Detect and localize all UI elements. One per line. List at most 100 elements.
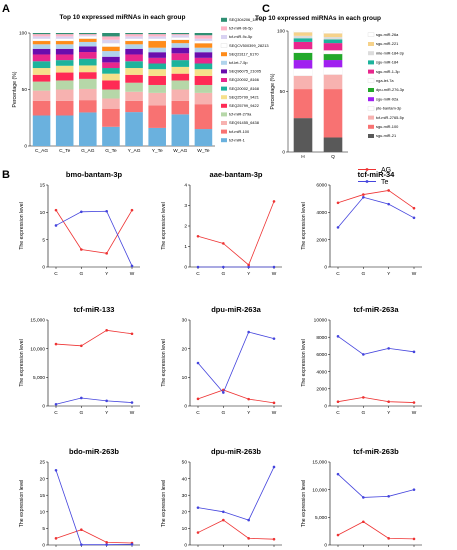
data-point-te-c	[196, 265, 200, 269]
data-point-ag-y	[105, 541, 108, 544]
y-tick-label: 2000	[316, 237, 327, 243]
bar-segment-g-ag-seq91455-6438	[79, 88, 97, 101]
bar-segment-w-ag-seq20002-8166	[171, 53, 190, 61]
legend-swatch-seq91455-6438	[221, 121, 227, 125]
x-tick-label: H	[301, 154, 305, 160]
x-tick-label: Y	[387, 410, 391, 416]
data-point-te-y	[247, 330, 250, 334]
line-chart-aae-bantam-3p: aae-bantam-3p The expression level 0 1 2 3 4 C G…	[161, 170, 282, 277]
y-tick-label: 3	[184, 203, 187, 209]
x-tick-label: W	[272, 271, 277, 277]
legend-swatch-tcf-mir-1	[221, 138, 227, 143]
line-chart-bmo-bantam-3p: bmo-bantam-3p The expression level 0 5 10 15 C…	[19, 170, 140, 277]
series-line-ag	[337, 521, 415, 540]
bar-segment-w-ag-tcf-let-7-5p	[171, 43, 190, 48]
data-point-ag-c	[54, 208, 58, 212]
bar-segment-y-te-seq25799-9421	[148, 69, 166, 76]
data-point-te-c	[196, 361, 200, 365]
bar-segment-g-ag-tcf-mir-1	[79, 112, 97, 146]
y-tick-label: 4000	[316, 210, 327, 216]
bar-segment-y-ag-seq23117-6170	[125, 40, 143, 45]
data-point-ag-g	[80, 528, 83, 532]
series-line-te	[55, 397, 133, 405]
bar-segment-y-te-seq20002-8166	[148, 57, 166, 64]
data-point-ag-c	[336, 533, 340, 537]
y-tick-label: 8000	[316, 335, 327, 341]
bar-segment-c-te-seq91455-6438	[55, 89, 74, 101]
legend-label-nga-let-7a: nga-let-7a	[376, 78, 394, 83]
y-tick-label: 15	[40, 493, 46, 499]
bar-segment-y-te-tcf-let-7-5p	[148, 47, 166, 53]
data-point-ag-c	[54, 342, 58, 346]
legend-swatch-seq20002-8168	[221, 86, 227, 91]
bar-segment-q-sgu-mir-92a	[323, 60, 343, 68]
bar-segment-y-ag-seq20002-8168	[125, 61, 143, 69]
bar-segment-c-te-seq20002-8168	[55, 60, 74, 66]
bar-segment-y-ag-tcf-mir-9c-5p	[125, 36, 143, 39]
bar-segment-y-te-seq25799-9422	[148, 75, 166, 85]
y-tick-label: 15,000	[312, 460, 327, 466]
bar-segment-c-ag-seq20002-8166	[32, 54, 51, 62]
data-point-te-y	[387, 347, 390, 350]
legend-label-pte-bantam-3p: pte-bantam-3p	[376, 106, 401, 111]
bar-segment-w-ag-seq304206-18791	[171, 33, 190, 35]
data-point-ag-g	[80, 344, 83, 348]
series-line-te	[337, 336, 415, 355]
y-tick-label: 0	[184, 543, 187, 549]
line-chart-tcf-mir-263b: tcf-miR-263b The expression level 0 5,000 10…	[301, 447, 422, 550]
y-tick-label: 25	[40, 460, 46, 466]
bar-segment-w-ag-seqcv500399-28213	[171, 37, 190, 40]
legend-label-sgu-mir-221: sgu-miR-221	[376, 41, 398, 46]
bar-segment-g-te-tcf-mir-9b-5p	[102, 36, 120, 40]
bar-segment-g-ag-seq25799-9421	[79, 65, 97, 73]
bar-segment-w-te-seq25799-9421	[194, 69, 213, 76]
y-axis-label: Percentage (%)	[12, 71, 18, 107]
y-tick-label: 0	[324, 265, 327, 271]
x-tick-label: Y_AG	[128, 148, 141, 154]
data-point-ag-y	[387, 400, 390, 404]
bar-segment-c-te-tcf-let-7-5p	[55, 44, 74, 49]
legend-label-ag: AG	[381, 167, 391, 174]
legend-swatch-seq304206-18791	[221, 17, 227, 22]
bar-segment-w-te-tcf-mir-279a	[194, 84, 213, 93]
x-tick-label: C_Te	[59, 148, 71, 154]
panel-b-legend: AG Te	[358, 167, 391, 186]
data-point-te-g	[80, 210, 83, 214]
data-point-te-y	[105, 399, 108, 403]
x-tick-label: W_Te	[197, 148, 210, 154]
legend-marker-te	[365, 180, 369, 183]
bar-segment-y-te-seqcv500399-28213	[148, 38, 167, 42]
data-point-ag-c	[54, 537, 58, 540]
line-chart-tcf-mir-133: tcf-miR-133 The expression level 0 5,000 10,…	[19, 305, 140, 416]
y-tick-label: 50	[22, 87, 28, 93]
bar-segment-h-pte-bantam-3p	[293, 68, 313, 76]
bar-segment-w-te-tcf-mir-9c-5p	[194, 38, 213, 41]
y-tick-label: 10	[40, 510, 46, 516]
bar-segment-q-sgu-mir-184	[323, 39, 343, 44]
bar-segment-h-sgu-mir-184	[293, 38, 313, 42]
bar-segment-g-ag-seqcv500399-28213	[78, 36, 97, 39]
y-tick-label: 2000	[316, 387, 327, 393]
panel-letter-a: A	[2, 3, 10, 15]
y-tick-label: 100	[277, 29, 285, 35]
data-point-ag-y	[247, 263, 250, 267]
bar-segment-y-ag-seq304206-18791	[125, 33, 143, 35]
bar-segment-q-sgu-mir-221	[323, 33, 343, 38]
data-point-ag-w	[272, 200, 276, 203]
data-point-te-w	[412, 216, 416, 220]
bar-segment-y-ag-tcf-let-7-5p	[125, 44, 143, 49]
bar-segment-w-te-seq20002-8166	[194, 57, 213, 64]
y-axis-label: The expression level	[19, 480, 25, 528]
chart-title: dpu-miR-263b	[211, 447, 261, 456]
bar-segment-y-ag-tcf-mir-9b-5p	[125, 34, 143, 37]
bar-segment-h-sgu-mir-92a	[293, 60, 313, 69]
legend-label-seqcv500399-28213: SEQCV500399_28213	[229, 43, 269, 48]
bar-segment-q-sgu-mir-21	[323, 137, 343, 152]
bar-segment-y-ag-seq91455-6438	[125, 91, 143, 101]
bar-segment-w-te-seq20002-8168	[194, 63, 213, 70]
bar-segment-h-nga-let-7a	[293, 49, 313, 53]
legend-label-sgu-mir-1-3p: sgu-miR-1-3p	[376, 69, 400, 74]
y-tick-label: 5	[42, 237, 45, 243]
bar-segment-y-ag-tcf-mir-1	[125, 112, 143, 146]
